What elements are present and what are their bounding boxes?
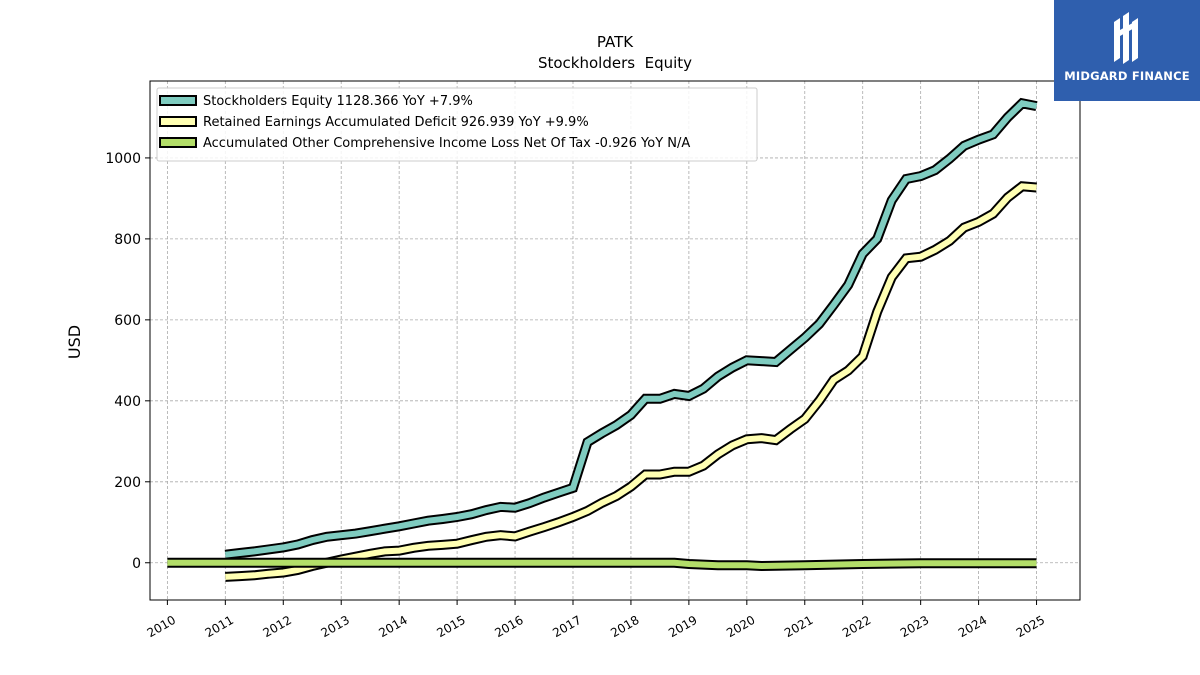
legend-swatch [159, 95, 197, 106]
y-tick-label: 400 [114, 394, 141, 410]
brand-logo: MIDGARD FINANCE [1054, 0, 1200, 101]
plot-frame [149, 80, 1081, 601]
series-layer [167, 97, 1038, 582]
x-tick-label: 2024 [956, 613, 989, 640]
y-tick-label: 1000 [105, 151, 141, 167]
y-axis-label: USD [65, 325, 84, 359]
logo-text: MIDGARD FINANCE [1064, 69, 1190, 83]
series-line [167, 559, 1037, 570]
x-tick-label: 2025 [1014, 613, 1047, 640]
chart-title: PATK [597, 33, 634, 51]
x-tick-label: 2017 [550, 613, 583, 640]
series-line [225, 183, 1037, 580]
x-tick-label: 2019 [666, 613, 699, 640]
chart-subtitle: Stockholders Equity [538, 54, 692, 72]
x-tick-label: 2015 [434, 613, 467, 640]
y-tick-label: 0 [132, 556, 141, 572]
legend-swatch [159, 116, 197, 127]
series-line [224, 100, 1038, 558]
x-tick-label: 2011 [203, 613, 236, 640]
series-0 [224, 97, 1038, 560]
legend-label: Retained Earnings Accumulated Deficit 92… [203, 115, 589, 130]
x-tick-label: 2012 [261, 613, 294, 640]
y-tick-label: 800 [114, 232, 141, 248]
x-tick-label: 2023 [898, 613, 931, 640]
x-tick-label: 2016 [492, 613, 525, 640]
x-tick-label: 2013 [318, 613, 351, 640]
x-tick-label: 2014 [376, 613, 409, 640]
series-2 [167, 557, 1037, 572]
legend-label: Stockholders Equity 1128.366 YoY +7.9% [203, 94, 473, 109]
x-tick-label: 2020 [724, 613, 757, 640]
x-tick-label: 2021 [782, 613, 815, 640]
x-tick-label: 2018 [608, 613, 641, 640]
legend-swatch [159, 137, 197, 148]
legend-label: Accumulated Other Comprehensive Income L… [203, 136, 690, 151]
x-tick-label: 2010 [145, 613, 178, 640]
x-tick-label: 2022 [840, 613, 873, 640]
y-tick-label: 200 [114, 475, 141, 491]
series-1 [225, 181, 1037, 582]
logo-mark-icon [1114, 12, 1138, 64]
legend: Stockholders Equity 1128.366 YoY +7.9% Re… [156, 87, 758, 162]
y-tick-label: 600 [114, 313, 141, 329]
legend-box [156, 87, 758, 162]
